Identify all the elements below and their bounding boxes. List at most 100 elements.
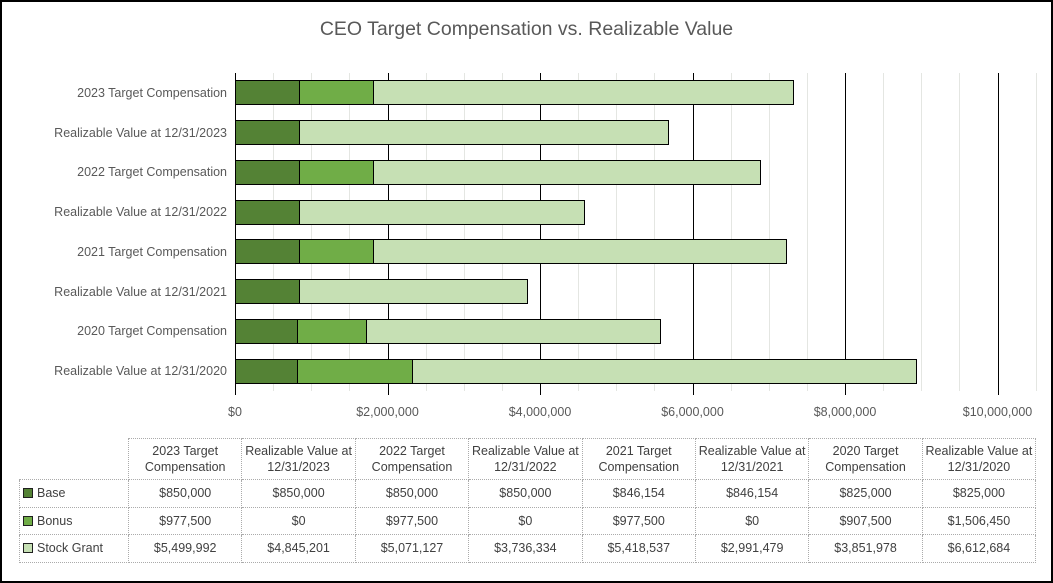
bar-segment-stock-grant — [373, 239, 788, 265]
table-column-header: 2022 Target Compensation — [355, 438, 470, 480]
category-label: 2022 Target Compensation — [77, 165, 227, 180]
category-label: Realizable Value at 12/31/2022 — [54, 205, 227, 220]
table-value-cell: $5,499,992 — [129, 535, 243, 563]
category-label: Realizable Value at 12/31/2020 — [54, 364, 227, 379]
table-column-header: Realizable Value at 12/31/2021 — [695, 438, 810, 480]
bar-segment-stock-grant — [366, 318, 661, 344]
bar-segment-base — [235, 80, 300, 106]
table-value-cell: $1,506,450 — [922, 507, 1037, 535]
bar-segment-bonus — [296, 318, 368, 344]
series-name: Base — [37, 486, 66, 501]
table-value-cell: $6,612,684 — [922, 535, 1037, 563]
table-value-cell: $846,154 — [695, 480, 810, 508]
legend-key-bonus — [23, 515, 33, 526]
table-value-cell: $0 — [695, 507, 810, 535]
bar-segment-bonus — [298, 159, 375, 185]
bar-segment-stock-grant — [298, 279, 528, 305]
bar-segment-base — [235, 358, 298, 384]
table-value-cell: $3,736,334 — [469, 535, 583, 563]
table-value-cell: $977,500 — [355, 507, 470, 535]
table-value-cell: $850,000 — [129, 480, 243, 508]
major-gridline — [692, 73, 694, 395]
table-series-label: Stock Grant — [19, 535, 129, 563]
table-value-cell: $850,000 — [355, 480, 470, 508]
value-axis-tick-label: $2,000,000 — [356, 405, 419, 419]
table-value-cell: $977,500 — [129, 507, 243, 535]
series-name: Bonus — [37, 513, 73, 528]
category-label: 2020 Target Compensation — [77, 324, 227, 339]
data-table: 2023 Target Compensation Realizable Value… — [19, 438, 1037, 563]
value-axis-tick-label: $8,000,000 — [813, 405, 877, 419]
bar-segment-base — [235, 279, 300, 305]
minor-gridline — [273, 73, 275, 391]
minor-gridline — [806, 73, 808, 391]
bar-segment-bonus — [296, 358, 413, 384]
minor-gridline — [654, 73, 656, 391]
table-value-cell: $825,000 — [809, 480, 923, 508]
minor-gridline — [768, 73, 770, 391]
category-label: Realizable Value at 12/31/2023 — [54, 125, 227, 140]
value-axis-labels: $0 $2,000,000 $4,000,000 $6,000,000 $8,000,0… — [228, 405, 1041, 423]
value-axis-tick-label: $6,000,000 — [661, 405, 724, 419]
bar-segment-base — [235, 318, 298, 344]
table-column-header: 2023 Target Compensation — [129, 438, 243, 480]
table-column-header: 2021 Target Compensation — [582, 438, 696, 480]
bar-segment-stock-grant — [373, 80, 794, 106]
table-value-cell: $4,845,201 — [242, 535, 356, 563]
minor-gridline — [730, 73, 732, 391]
minor-gridline — [921, 73, 923, 391]
table-corner-cell — [19, 438, 129, 480]
major-gridline — [387, 73, 389, 395]
series-name: Stock Grant — [37, 541, 103, 556]
table-value-cell: $5,418,537 — [582, 535, 696, 563]
major-gridline — [997, 73, 999, 395]
minor-gridline — [311, 73, 313, 391]
major-gridline — [845, 73, 846, 395]
minor-gridline — [501, 73, 503, 391]
minor-gridline — [616, 73, 618, 391]
value-axis-tick-label: $0 — [228, 405, 242, 419]
bar-segment-bonus — [298, 239, 374, 265]
table-column-header: 2020 Target Compensation — [809, 438, 923, 480]
table-column-header: Realizable Value at 12/31/2022 — [469, 438, 583, 480]
table-value-cell: $907,500 — [809, 507, 923, 535]
category-axis-labels: 2023 Target Compensation Realizable Value… — [2, 73, 227, 391]
bar-segment-base — [235, 199, 300, 225]
table-series-label: Bonus — [19, 507, 129, 535]
table-value-cell: $3,851,978 — [809, 535, 923, 563]
value-axis-tick-label: $4,000,000 — [508, 405, 572, 419]
minor-gridline — [463, 73, 465, 391]
bar-segment-stock-grant — [411, 358, 917, 384]
table-value-cell: $0 — [242, 507, 356, 535]
plot-area — [235, 73, 1041, 395]
value-axis-tick-label: $10,000,000 — [962, 405, 1033, 419]
category-label: Realizable Value at 12/31/2021 — [54, 284, 227, 299]
table-value-cell: $850,000 — [242, 480, 356, 508]
table-column-header: Realizable Value at 12/31/2020 — [922, 438, 1037, 480]
legend-key-base — [23, 488, 33, 499]
table-value-cell: $825,000 — [922, 480, 1037, 508]
category-axis-line — [235, 73, 236, 395]
bar-segment-base — [235, 159, 300, 185]
minor-gridline — [1035, 73, 1037, 391]
bar-segment-stock-grant — [373, 159, 761, 185]
bar-segment-bonus — [298, 80, 375, 106]
table-value-cell: $850,000 — [469, 480, 583, 508]
minor-gridline — [883, 73, 885, 391]
minor-gridline — [349, 73, 351, 391]
category-label: 2023 Target Compensation — [77, 85, 227, 100]
table-value-cell: $2,991,479 — [695, 535, 810, 563]
minor-gridline — [578, 73, 580, 391]
major-gridline — [540, 73, 541, 395]
category-label: 2021 Target Compensation — [77, 244, 227, 259]
table-value-cell: $977,500 — [582, 507, 696, 535]
minor-gridline — [959, 73, 961, 391]
table-value-cell: $5,071,127 — [355, 535, 470, 563]
bar-segment-stock-grant — [298, 199, 585, 225]
table-value-cell: $0 — [469, 507, 583, 535]
bar-segment-stock-grant — [298, 120, 670, 146]
table-column-header: Realizable Value at 12/31/2023 — [242, 438, 356, 480]
minor-gridline — [425, 73, 427, 391]
table-value-cell: $846,154 — [582, 480, 696, 508]
